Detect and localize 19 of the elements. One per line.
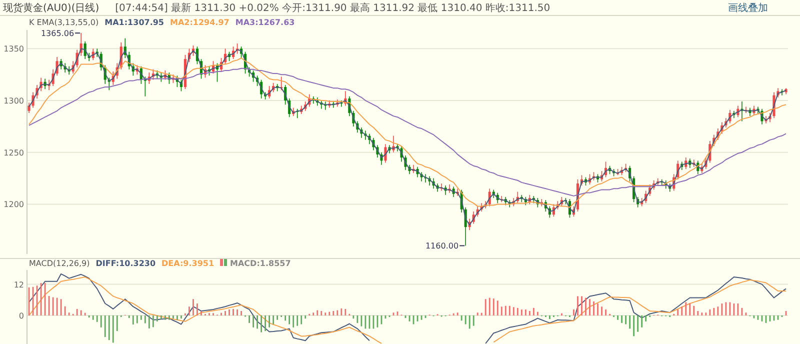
legend-label: MACD:1.8557 — [230, 259, 291, 268]
text: DEA:9.3951 — [162, 259, 214, 268]
text: MA2:1294.97 — [170, 18, 230, 27]
y-tick-label: 1300 — [4, 96, 24, 106]
y-tick-label: 12 — [14, 280, 24, 290]
chart-subtitle: [07:44:54] 最新 1311.30 +0.02% 今开:1311.90 最高 1311.92 最低 1310.40 昨收:1311.50 — [115, 2, 550, 14]
series-label: DIFF:10.3230 — [96, 259, 156, 268]
y-tick-label: 1200 — [4, 200, 24, 210]
y-tick-label: 1250 — [4, 148, 24, 158]
chart-title: 现货黄金(AU0)(日线) — [3, 2, 100, 14]
annotation: 1160.00 — [425, 242, 459, 251]
text: 画线叠加 — [728, 2, 768, 14]
y-tick-label: 0 — [18, 311, 24, 320]
annotation: 1365.06 — [40, 29, 74, 38]
y-tick-label: 1350 — [4, 44, 24, 54]
text: MA3:1267.63 — [235, 18, 295, 27]
legend-title: K EMA(3,13,55,0) — [29, 18, 99, 27]
text: MA1:1307.95 — [104, 18, 164, 27]
legend-title: MACD(12,26,9) — [29, 259, 90, 268]
